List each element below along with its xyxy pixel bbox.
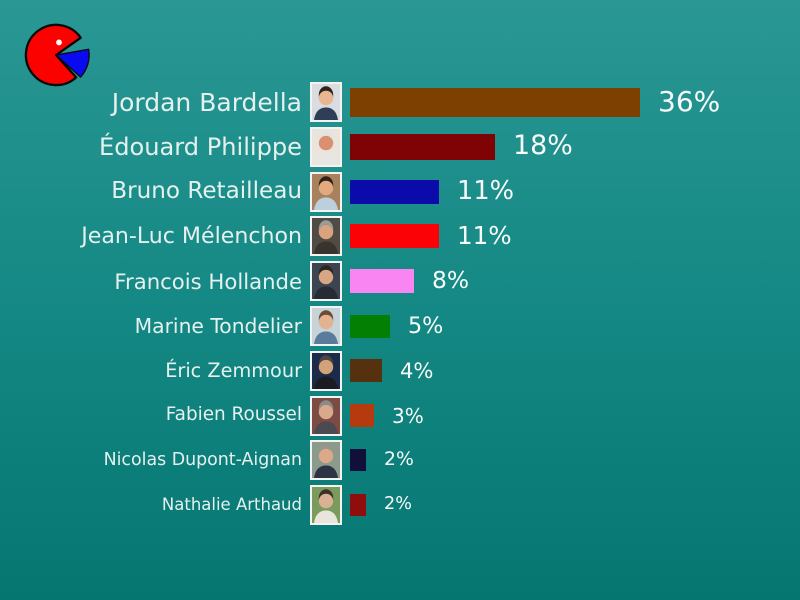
value-label: 11% [457, 175, 515, 206]
pie-logo [24, 23, 90, 87]
candidate-name: Nicolas Dupont-Aignan [103, 449, 302, 470]
result-bar [350, 133, 495, 160]
chart-row: Édouard Philippe 18% [0, 125, 800, 169]
candidate-name: Fabien Roussel [165, 404, 302, 426]
pie-eye [56, 39, 62, 46]
candidate-name: Bruno Retailleau [111, 178, 302, 205]
result-bar [350, 494, 366, 517]
chart-row: Jean-Luc Mélenchon 11% [0, 214, 800, 258]
candidate-photo [310, 171, 342, 212]
result-bar [350, 179, 439, 204]
result-bar [350, 224, 439, 249]
value-label: 11% [457, 221, 512, 251]
value-label: 4% [400, 358, 434, 384]
result-bar [350, 269, 414, 294]
candidate-photo [310, 82, 342, 122]
value-label: 18% [513, 130, 573, 162]
result-bar [350, 314, 390, 338]
chart-row: Fabien Roussel 3% [0, 394, 800, 438]
chart-row: Francois Hollande 8% [0, 259, 800, 303]
candidate-photo [310, 440, 342, 481]
candidate-name: Jean-Luc Mélenchon [81, 223, 302, 250]
chart-row: Nicolas Dupont-Aignan 2% [0, 438, 800, 482]
candidate-name: Francois Hollande [114, 268, 302, 294]
candidate-photo [310, 350, 342, 391]
candidate-name: Nathalie Arthaud [161, 494, 302, 514]
candidate-photo [310, 485, 342, 526]
pie-body [24, 23, 82, 87]
candidate-name: Édouard Philippe [98, 132, 302, 161]
chart-row: Nathalie Arthaud 2% [0, 483, 800, 527]
candidate-name: Marine Tondelier [134, 313, 302, 338]
candidate-photo [310, 216, 342, 257]
value-label: 5% [408, 312, 444, 339]
chart-row: Marine Tondelier 5% [0, 304, 800, 348]
result-bar [350, 449, 366, 472]
candidate-photo [310, 395, 342, 436]
candidate-photo [310, 261, 342, 302]
candidate-photo [310, 126, 342, 167]
candidate-photo [310, 306, 342, 346]
candidate-name: Jordan Bardella [111, 87, 302, 117]
candidate-name: Éric Zemmour [165, 359, 302, 383]
chart-row: Jordan Bardella 36% [0, 80, 800, 124]
chart-row: Éric Zemmour 4% [0, 349, 800, 393]
value-label: 3% [392, 403, 424, 428]
value-label: 2% [384, 448, 414, 470]
value-label: 2% [384, 494, 412, 515]
result-bar [350, 359, 382, 383]
result-bar [350, 87, 640, 117]
chart-row: Bruno Retailleau 11% [0, 170, 800, 214]
value-label: 8% [432, 266, 470, 295]
value-label: 36% [658, 85, 721, 118]
result-bar [350, 404, 374, 428]
pie-slice [55, 48, 90, 78]
